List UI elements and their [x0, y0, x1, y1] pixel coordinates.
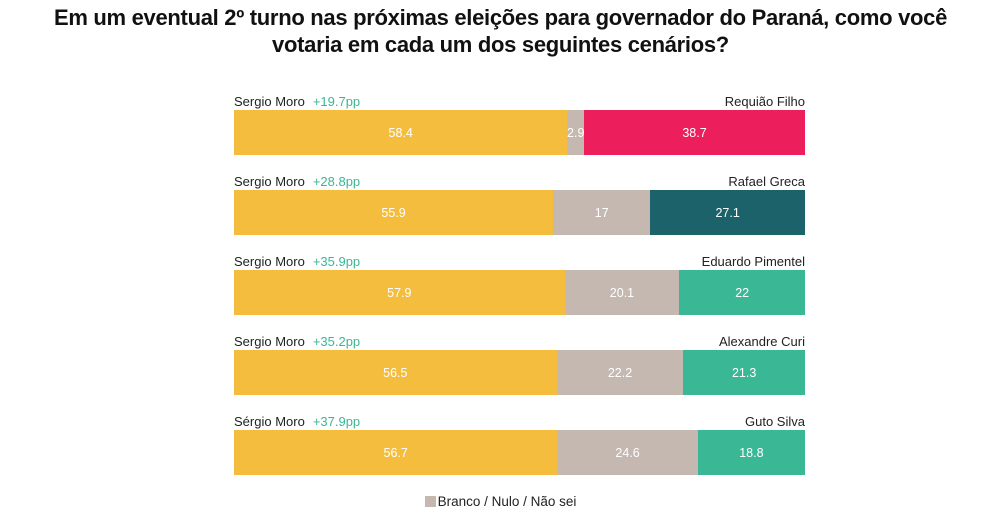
left-candidate-name: Sergio Moro	[234, 254, 305, 269]
bar-segment-moro: 57.9	[234, 270, 565, 315]
bar-value-label: 56.5	[383, 365, 408, 380]
bar-value-label: 55.9	[381, 205, 406, 220]
right-candidate-name: Eduardo Pimentel	[701, 254, 805, 269]
lead-margin-label: +19.7pp	[312, 94, 361, 109]
left-candidate-name: Sergio Moro	[234, 334, 305, 349]
chart-title: Em um eventual 2º turno nas próximas ele…	[0, 4, 1001, 58]
bar-segment-blank: 24.6	[557, 430, 698, 475]
legend-swatch-blank	[424, 496, 436, 507]
bar-segment-moro: 58.4	[234, 110, 568, 155]
left-candidate-label: Sergio Moro +35.2pp	[234, 334, 360, 349]
left-candidate-name: Sergio Moro	[234, 94, 305, 109]
scenario-row: Sergio Moro +19.7pp Requião Filho 58.4 2.9 38…	[234, 92, 805, 172]
scenario-row: Sergio Moro +28.8pp Rafael Greca 55.9 17 27.1	[234, 172, 805, 252]
bar-value-label: 58.4	[388, 125, 413, 140]
scenario-row: Sergio Moro +35.9pp Eduardo Pimentel 57.9 20…	[234, 252, 805, 332]
bar-segment-opponent: 18.8	[697, 430, 805, 475]
chart-title-line-1: Em um eventual 2º turno nas próximas ele…	[53, 5, 948, 30]
bar-value-label: 57.9	[387, 285, 412, 300]
right-candidate-name: Guto Silva	[745, 414, 805, 429]
left-candidate-label: Sergio Moro +35.9pp	[234, 254, 360, 269]
bar-value-label: 18.8	[739, 445, 764, 460]
right-candidate-name: Rafael Greca	[728, 174, 805, 189]
stacked-bar: 56.7 24.6 18.8	[234, 430, 805, 475]
left-candidate-label: Sergio Moro +19.7pp	[234, 94, 360, 109]
scenario-labels: Sergio Moro +35.2pp Alexandre Curi	[234, 332, 805, 350]
bar-segment-opponent: 22	[679, 270, 805, 315]
bar-value-label: 2.9	[567, 125, 585, 140]
legend: Branco / Nulo / Não sei	[0, 494, 1001, 509]
bar-segment-blank: 20.1	[564, 270, 680, 315]
left-candidate-label: Sergio Moro +28.8pp	[234, 174, 360, 189]
bar-value-label: 38.7	[682, 125, 707, 140]
right-candidate-name: Alexandre Curi	[719, 334, 805, 349]
chart-title-line-2: votaria em cada um dos seguintes cenário…	[272, 32, 729, 57]
scenario-labels: Sergio Moro +19.7pp Requião Filho	[234, 92, 805, 110]
bar-value-label: 22	[735, 285, 750, 300]
scenario-labels: Sergio Moro +35.9pp Eduardo Pimentel	[234, 252, 805, 270]
lead-margin-label: +35.2pp	[312, 334, 361, 349]
bar-segment-opponent: 38.7	[584, 110, 805, 155]
stacked-bar: 55.9 17 27.1	[234, 190, 805, 235]
stacked-bar: 57.9 20.1 22	[234, 270, 805, 315]
stacked-bar: 58.4 2.9 38.7	[234, 110, 805, 155]
right-candidate-name: Requião Filho	[724, 94, 805, 109]
left-candidate-name: Sergio Moro	[234, 174, 305, 189]
stacked-bar-chart: Sergio Moro +19.7pp Requião Filho 58.4 2.9 38…	[234, 92, 805, 492]
bar-value-label: 24.6	[615, 445, 640, 460]
bar-segment-moro: 56.5	[234, 350, 557, 395]
left-candidate-name: Sérgio Moro	[234, 414, 305, 429]
bar-segment-blank: 2.9	[567, 110, 584, 155]
lead-margin-label: +37.9pp	[312, 414, 361, 429]
left-candidate-label: Sérgio Moro +37.9pp	[234, 414, 360, 429]
lead-margin-label: +28.8pp	[312, 174, 361, 189]
bar-segment-blank: 17	[553, 190, 651, 235]
bar-value-label: 17	[594, 205, 609, 220]
bar-value-label: 21.3	[731, 365, 757, 380]
bar-value-label: 22.2	[607, 365, 633, 380]
bar-value-label: 27.1	[715, 205, 740, 220]
legend-label-blank: Branco / Nulo / Não sei	[437, 494, 577, 509]
scenario-labels: Sérgio Moro +37.9pp Guto Silva	[234, 412, 805, 430]
scenario-labels: Sergio Moro +28.8pp Rafael Greca	[234, 172, 805, 190]
bar-segment-moro: 55.9	[234, 190, 554, 235]
lead-margin-label: +35.9pp	[312, 254, 361, 269]
bar-segment-opponent: 21.3	[683, 350, 805, 395]
scenario-row: Sergio Moro +35.2pp Alexandre Curi 56.5 22.2…	[234, 332, 805, 412]
bar-value-label: 56.7	[383, 445, 408, 460]
stacked-bar: 56.5 22.2 21.3	[234, 350, 805, 395]
bar-value-label: 20.1	[609, 285, 635, 300]
scenario-row: Sérgio Moro +37.9pp Guto Silva 56.7 24.6 18.8	[234, 412, 805, 492]
bar-segment-blank: 22.2	[556, 350, 684, 395]
bar-segment-opponent: 27.1	[650, 190, 805, 235]
bar-segment-moro: 56.7	[234, 430, 558, 475]
